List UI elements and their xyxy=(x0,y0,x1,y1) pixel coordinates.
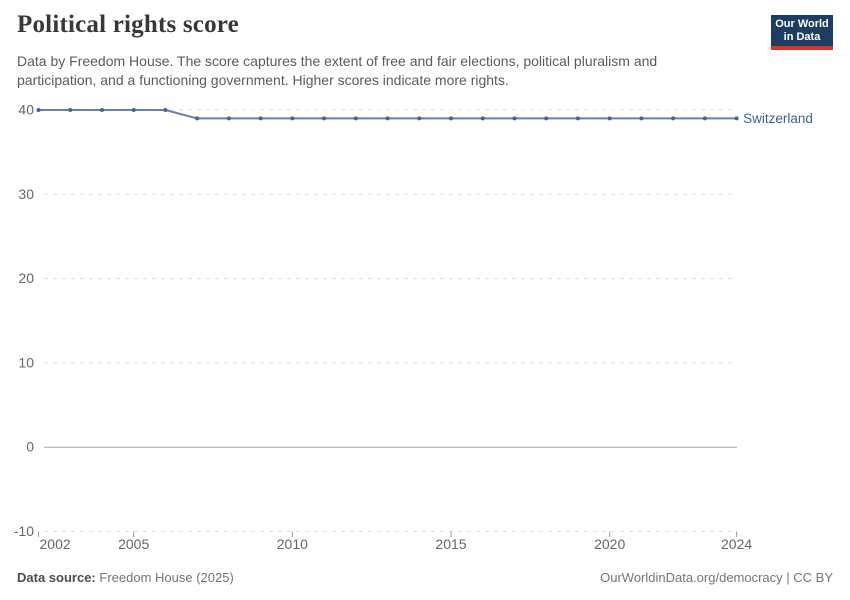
x-axis-tick-label: 2020 xyxy=(594,536,625,552)
data-point[interactable] xyxy=(702,116,707,121)
data-point[interactable] xyxy=(385,116,390,121)
data-point[interactable] xyxy=(226,116,231,121)
data-point[interactable] xyxy=(480,116,485,121)
credit-link[interactable]: OurWorldinData.org/democracy | CC BY xyxy=(600,570,833,585)
data-point[interactable] xyxy=(734,116,739,121)
data-source: Data source: Freedom House (2025) xyxy=(17,570,234,585)
data-point[interactable] xyxy=(575,116,580,121)
y-axis-tick-label: -10 xyxy=(14,523,34,539)
y-axis-tick-label: 10 xyxy=(18,354,34,370)
data-point[interactable] xyxy=(544,116,549,121)
data-point[interactable] xyxy=(353,116,358,121)
chart-subtitle: Data by Freedom House. The score capture… xyxy=(17,53,658,88)
owid-logo-line1: Our World xyxy=(775,18,829,30)
data-point[interactable] xyxy=(163,108,168,112)
y-axis-tick-label: 0 xyxy=(26,439,34,455)
owid-logo[interactable]: Our World in Data xyxy=(771,15,833,50)
data-source-label: Data source: xyxy=(17,570,96,585)
data-point[interactable] xyxy=(195,116,200,121)
data-point[interactable] xyxy=(131,108,136,112)
x-axis-tick-label: 2005 xyxy=(118,536,149,552)
x-axis-tick-label: 2010 xyxy=(277,536,308,552)
data-point[interactable] xyxy=(417,116,422,121)
data-point[interactable] xyxy=(99,108,104,112)
data-point[interactable] xyxy=(449,116,454,121)
y-axis-tick-label: 30 xyxy=(18,186,34,202)
owid-logo-line2: in Data xyxy=(783,31,821,43)
data-point[interactable] xyxy=(290,116,295,121)
data-point[interactable] xyxy=(322,116,327,121)
x-axis-tick-label: 2002 xyxy=(40,536,71,552)
y-axis-tick-label: 40 xyxy=(18,102,34,118)
data-point[interactable] xyxy=(36,108,41,112)
data-point[interactable] xyxy=(671,116,676,121)
data-point[interactable] xyxy=(512,116,517,121)
chart-title: Political rights score xyxy=(17,11,239,38)
data-point[interactable] xyxy=(607,116,612,121)
data-point[interactable] xyxy=(68,108,73,112)
data-point[interactable] xyxy=(258,116,263,121)
series-label-switzerland[interactable]: Switzerland xyxy=(743,111,813,126)
x-axis-tick-label: 2015 xyxy=(435,536,466,552)
data-point[interactable] xyxy=(639,116,644,121)
y-axis-tick-label: 20 xyxy=(18,270,34,286)
chart-footer: Data source: Freedom House (2025) OurWor… xyxy=(17,570,833,585)
data-source-value: Freedom House (2025) xyxy=(99,570,234,585)
x-axis-tick-label: 2024 xyxy=(721,536,752,552)
